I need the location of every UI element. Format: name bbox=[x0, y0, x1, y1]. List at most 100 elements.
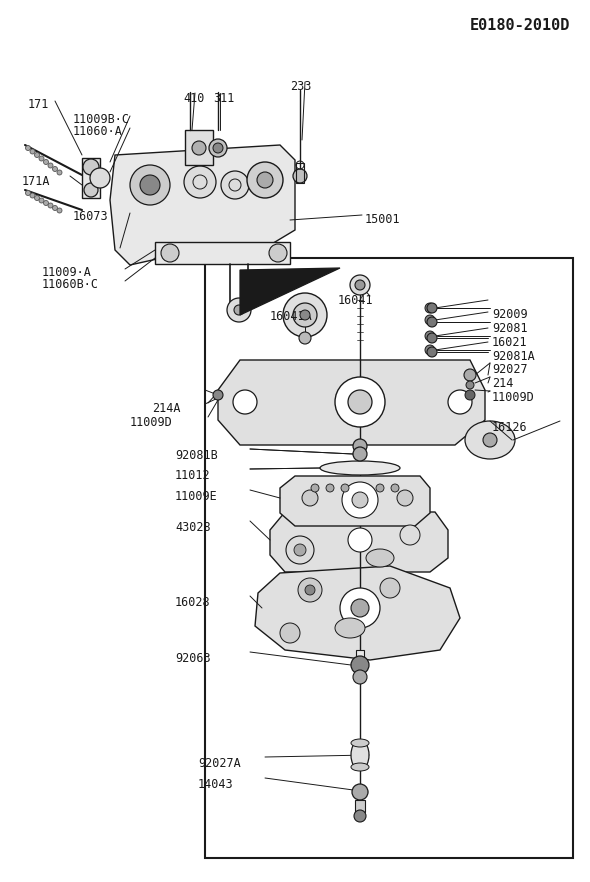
Polygon shape bbox=[280, 476, 430, 526]
Polygon shape bbox=[110, 145, 295, 265]
Circle shape bbox=[300, 310, 310, 320]
Circle shape bbox=[247, 162, 283, 198]
Circle shape bbox=[425, 315, 435, 325]
Text: 92081B: 92081B bbox=[175, 449, 218, 462]
Circle shape bbox=[351, 599, 369, 617]
Circle shape bbox=[483, 433, 497, 447]
Circle shape bbox=[213, 143, 223, 153]
Circle shape bbox=[48, 203, 53, 208]
Text: 11012: 11012 bbox=[175, 469, 211, 482]
Circle shape bbox=[464, 369, 476, 381]
Circle shape bbox=[53, 206, 57, 211]
Circle shape bbox=[221, 171, 249, 199]
Circle shape bbox=[425, 303, 435, 313]
Circle shape bbox=[90, 168, 110, 188]
Text: 11009D: 11009D bbox=[492, 391, 535, 404]
Circle shape bbox=[342, 482, 378, 518]
Circle shape bbox=[302, 490, 318, 506]
Ellipse shape bbox=[320, 461, 400, 475]
Circle shape bbox=[25, 191, 31, 196]
Text: 16073: 16073 bbox=[73, 210, 109, 223]
Circle shape bbox=[57, 208, 62, 213]
Text: 410: 410 bbox=[183, 92, 204, 105]
Circle shape bbox=[466, 381, 474, 389]
Polygon shape bbox=[255, 566, 460, 660]
Circle shape bbox=[425, 331, 435, 341]
Circle shape bbox=[39, 156, 44, 161]
Circle shape bbox=[298, 578, 322, 602]
Text: 16041A: 16041A bbox=[270, 310, 313, 323]
Text: 11060·A: 11060·A bbox=[73, 125, 123, 138]
Circle shape bbox=[326, 484, 334, 492]
Text: E0180-2010D: E0180-2010D bbox=[470, 18, 570, 33]
Circle shape bbox=[192, 141, 206, 155]
Text: 214: 214 bbox=[492, 377, 513, 390]
Bar bbox=[155, 242, 290, 264]
Text: 16041: 16041 bbox=[338, 294, 373, 307]
Ellipse shape bbox=[465, 421, 515, 459]
Bar bbox=[296, 163, 304, 183]
Circle shape bbox=[293, 303, 317, 327]
Circle shape bbox=[184, 166, 216, 198]
Circle shape bbox=[352, 784, 368, 800]
Circle shape bbox=[348, 390, 372, 414]
Text: 92027A: 92027A bbox=[198, 757, 241, 770]
Ellipse shape bbox=[335, 618, 365, 638]
Ellipse shape bbox=[351, 763, 369, 771]
Circle shape bbox=[48, 163, 53, 168]
Text: 92009: 92009 bbox=[492, 308, 527, 321]
Text: 11060B·C: 11060B·C bbox=[42, 278, 99, 291]
Circle shape bbox=[380, 578, 400, 598]
Circle shape bbox=[348, 528, 372, 552]
Circle shape bbox=[280, 623, 300, 643]
Circle shape bbox=[234, 305, 244, 315]
Bar bbox=[356, 650, 364, 678]
Circle shape bbox=[351, 656, 369, 674]
Text: 11009·A: 11009·A bbox=[42, 266, 92, 279]
Text: 15001: 15001 bbox=[365, 213, 401, 226]
Circle shape bbox=[397, 490, 413, 506]
Circle shape bbox=[353, 670, 367, 684]
Bar bbox=[185, 130, 213, 165]
Circle shape bbox=[400, 525, 420, 545]
Circle shape bbox=[448, 390, 472, 414]
Text: 14043: 14043 bbox=[198, 778, 234, 791]
Circle shape bbox=[299, 332, 311, 344]
Circle shape bbox=[341, 484, 349, 492]
Circle shape bbox=[130, 165, 170, 205]
Text: 11009B·C: 11009B·C bbox=[73, 113, 130, 126]
Circle shape bbox=[53, 167, 57, 171]
Bar bbox=[355, 800, 365, 812]
Circle shape bbox=[44, 160, 48, 165]
Text: 214A: 214A bbox=[152, 402, 181, 415]
Circle shape bbox=[293, 169, 307, 183]
Circle shape bbox=[286, 536, 314, 564]
Ellipse shape bbox=[351, 740, 369, 770]
Circle shape bbox=[57, 170, 62, 175]
Circle shape bbox=[44, 200, 48, 206]
Polygon shape bbox=[240, 268, 340, 315]
Circle shape bbox=[350, 275, 370, 295]
Circle shape bbox=[335, 377, 385, 427]
Circle shape bbox=[140, 175, 160, 195]
Circle shape bbox=[353, 447, 367, 461]
Text: 92081A: 92081A bbox=[492, 350, 535, 363]
Circle shape bbox=[34, 153, 40, 158]
Circle shape bbox=[355, 280, 365, 290]
Circle shape bbox=[209, 139, 227, 157]
Circle shape bbox=[84, 183, 98, 197]
Circle shape bbox=[30, 149, 35, 154]
Text: 11009D: 11009D bbox=[130, 416, 173, 429]
Text: 43028: 43028 bbox=[175, 521, 211, 534]
Circle shape bbox=[305, 585, 315, 595]
Circle shape bbox=[391, 484, 399, 492]
Circle shape bbox=[427, 333, 437, 343]
Text: 233: 233 bbox=[290, 80, 312, 93]
Polygon shape bbox=[218, 360, 485, 445]
Circle shape bbox=[354, 810, 366, 822]
Text: 92063: 92063 bbox=[175, 652, 211, 665]
Circle shape bbox=[352, 492, 368, 508]
Text: 92081: 92081 bbox=[492, 322, 527, 335]
Text: 171A: 171A bbox=[22, 175, 51, 188]
Circle shape bbox=[294, 544, 306, 556]
